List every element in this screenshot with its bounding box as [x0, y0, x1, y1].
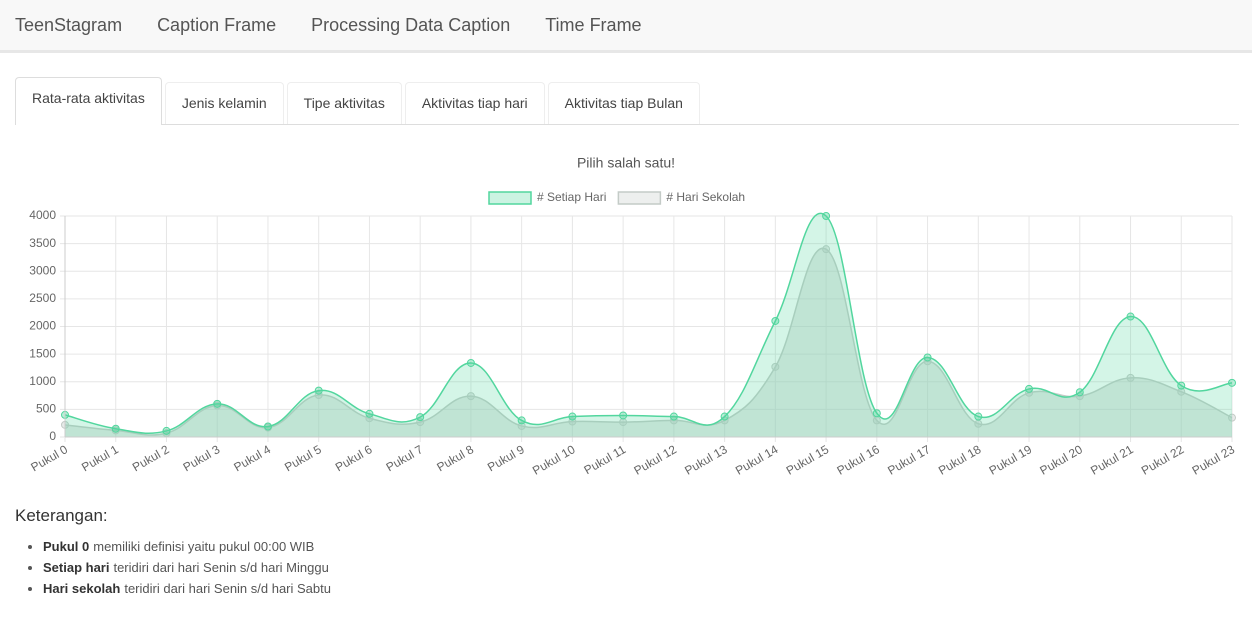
point: [1228, 413, 1236, 422]
line: [64, 212, 1233, 435]
point: [162, 426, 171, 435]
x-tick-label: Pukul 15: [784, 442, 832, 478]
legend-label: # Hari Sekolah: [666, 190, 745, 204]
point: [568, 412, 577, 421]
point: [1228, 378, 1236, 387]
point: [1126, 312, 1135, 321]
point: [416, 413, 425, 422]
y-tick-label: 500: [36, 402, 56, 416]
x-tick-label: Pukul 6: [333, 442, 375, 474]
x-tick-label: Pukul 19: [987, 442, 1035, 478]
point: [822, 245, 831, 254]
point: [619, 411, 628, 420]
y-tick-label: 2000: [29, 319, 56, 333]
point: [517, 416, 526, 425]
x-tick-label: Pukul 20: [1037, 442, 1085, 478]
tabs: Rata-rata aktivitas Jenis kelamin Tipe akt…: [15, 76, 1239, 125]
area: [65, 213, 1232, 437]
x-tick-label: Pukul 2: [130, 442, 172, 474]
tab[interactable]: Rata-rata aktivitas: [15, 77, 162, 125]
x-tick-label: Pukul 7: [384, 442, 426, 474]
point: [771, 362, 780, 371]
x-tick-label: Pukul 10: [530, 442, 578, 478]
nav-item[interactable]: Time Frame: [545, 14, 642, 35]
point: [466, 392, 475, 401]
chart: Pilih salah satu! 0 500 1000 1500 2000 2500 30…: [28, 155, 1238, 478]
point: [111, 424, 120, 433]
tab[interactable]: Tipe aktivitas: [286, 82, 402, 124]
point: [1025, 384, 1034, 393]
x-tick-label: Pukul 11: [582, 442, 629, 477]
point: [720, 412, 729, 421]
point: [872, 409, 881, 418]
legend-swatch: [617, 191, 662, 205]
point: [974, 412, 983, 421]
chart-title: Pilih salah satu!: [577, 155, 675, 171]
legend-label: # Setiap Hari: [537, 190, 606, 204]
x-tick-label: Pukul 22: [1139, 442, 1187, 478]
y-tick-label: 0: [49, 429, 56, 443]
x-tick-label: Pukul 13: [682, 442, 730, 478]
note-text: teridiri dari hari Senin s/d hari Minggu: [113, 560, 329, 575]
x-tick-label: Pukul 21: [1088, 442, 1136, 478]
x-tick-label: Pukul 16: [834, 442, 882, 478]
y-tick-label: 4000: [29, 208, 56, 222]
y-tick-label: 2500: [29, 291, 56, 305]
y-tick-label: 3500: [29, 236, 56, 250]
note-text: teridiri dari hari Senin s/d hari Sabtu: [124, 581, 331, 596]
brand[interactable]: TeenStagram: [15, 14, 123, 35]
point: [1177, 381, 1186, 390]
x-tick-label: Pukul 18: [936, 442, 984, 478]
line: [64, 247, 1233, 436]
point: [517, 421, 526, 430]
x-tick-label: Pukul 1: [79, 442, 121, 474]
note-term: Hari sekolah: [43, 581, 121, 596]
point: [1177, 387, 1186, 396]
note-term: Pukul 0: [43, 539, 90, 554]
x-tick-label: Pukul 0: [28, 442, 70, 474]
tab[interactable]: Aktivitas tiap Bulan: [547, 82, 700, 124]
y-tick-label: 1500: [29, 346, 56, 360]
note-term: Setiap hari: [43, 560, 110, 575]
point: [213, 399, 222, 408]
legend-swatch: [488, 191, 532, 205]
x-tick-label: Pukul 9: [485, 442, 527, 474]
x-tick-label: Pukul 14: [733, 442, 781, 478]
x-tick-label: Pukul 5: [282, 442, 324, 474]
navbar: TeenStagram Caption Frame Processing Dat…: [0, 0, 1252, 53]
x-tick-label: Pukul 12: [632, 442, 680, 478]
point: [822, 212, 831, 220]
note-text: memiliki definisi yaitu pukul 00:00 WIB: [93, 539, 315, 554]
x-tick-label: Pukul 4: [231, 442, 273, 474]
notes-title: Keterangan:: [15, 506, 108, 525]
y-tick-label: 1000: [29, 374, 56, 388]
tab[interactable]: Jenis kelamin: [164, 82, 284, 124]
point: [314, 386, 323, 395]
point: [365, 409, 374, 418]
point: [669, 412, 678, 421]
x-tick-label: Pukul 17: [885, 442, 933, 478]
area: [65, 248, 1232, 437]
point: [923, 353, 932, 362]
point: [1075, 388, 1084, 397]
point: [263, 422, 272, 431]
point: [1126, 373, 1135, 382]
nav-item[interactable]: Caption Frame: [157, 14, 277, 35]
nav-item[interactable]: Processing Data Caption: [311, 14, 511, 35]
y-tick-label: 3000: [29, 263, 56, 277]
x-tick-label: Pukul 23: [1190, 442, 1238, 478]
x-tick-label: Pukul 8: [434, 442, 476, 474]
point: [466, 358, 475, 367]
tab[interactable]: Aktivitas tiap hari: [404, 82, 545, 124]
point: [771, 316, 780, 325]
x-tick-label: Pukul 3: [181, 442, 223, 474]
